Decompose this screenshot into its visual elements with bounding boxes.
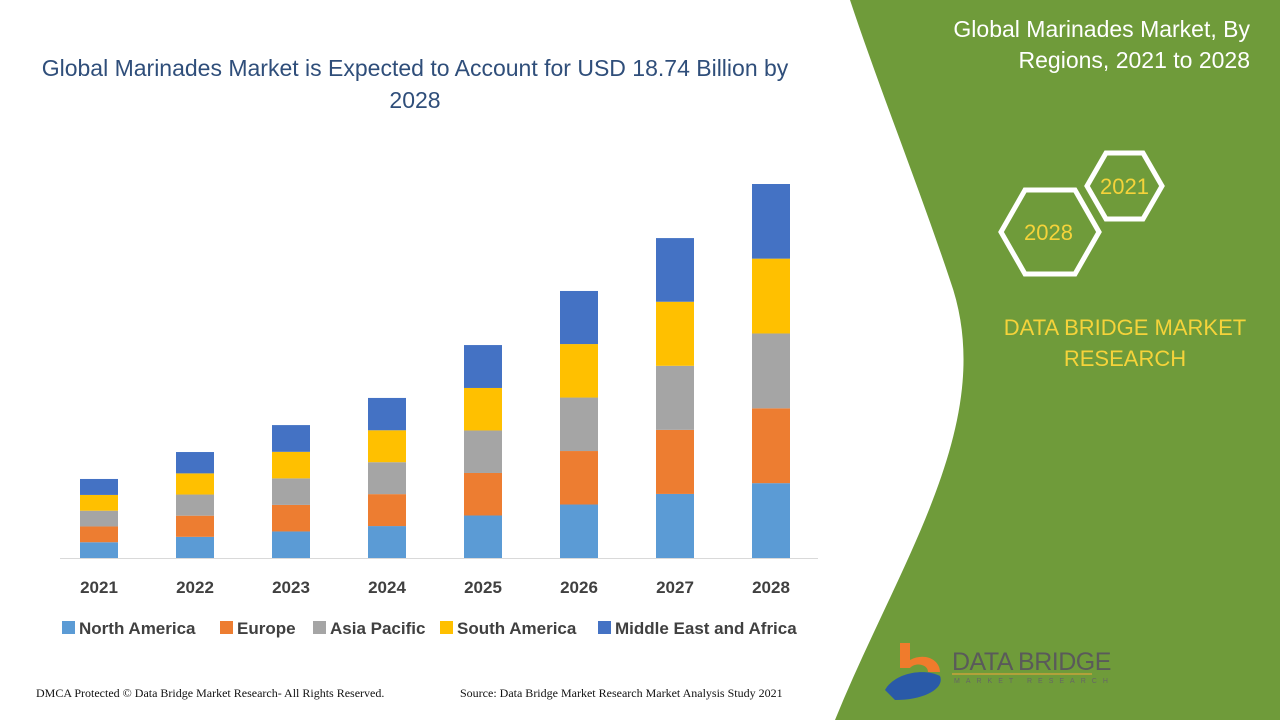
bar-segment-2026-2 bbox=[560, 397, 598, 452]
x-tick-label: 2022 bbox=[176, 578, 214, 597]
source-text: Source: Data Bridge Market Research Mark… bbox=[460, 686, 783, 700]
legend-label: North America bbox=[79, 619, 196, 638]
legend-label: Europe bbox=[237, 619, 296, 638]
copyright-text: DMCA Protected © Data Bridge Market Rese… bbox=[36, 686, 385, 700]
bar-segment-2026-1 bbox=[560, 451, 598, 505]
legend-swatch bbox=[62, 621, 75, 634]
bar-segment-2021-2 bbox=[80, 510, 118, 527]
bar-segment-2022-0 bbox=[176, 536, 214, 558]
hexagon-icon bbox=[998, 187, 1102, 277]
logo-icon bbox=[885, 643, 1092, 700]
bar-segment-2021-4 bbox=[80, 478, 118, 495]
legend-swatch bbox=[598, 621, 611, 634]
bar-segment-2025-0 bbox=[464, 515, 502, 558]
bar-segment-2028-3 bbox=[752, 258, 790, 334]
hex-year-2021: 2021 bbox=[1100, 174, 1149, 199]
bar-segment-2025-2 bbox=[464, 430, 502, 473]
bar-segment-2024-4 bbox=[368, 397, 406, 431]
bar-segment-2022-2 bbox=[176, 494, 214, 516]
bar-segment-2027-0 bbox=[656, 493, 694, 558]
x-tick-label: 2023 bbox=[272, 578, 310, 597]
bar-segment-2025-1 bbox=[464, 472, 502, 516]
x-tick-label: 2025 bbox=[464, 578, 502, 597]
bar-segment-2022-1 bbox=[176, 515, 214, 537]
bar-segment-2027-1 bbox=[656, 429, 694, 494]
x-tick-label: 2028 bbox=[752, 578, 790, 597]
legend-swatch bbox=[313, 621, 326, 634]
bar-segment-2027-4 bbox=[656, 238, 694, 302]
bar-segment-2027-3 bbox=[656, 301, 694, 366]
legend-label: South America bbox=[457, 619, 577, 638]
bar-segment-2028-0 bbox=[752, 483, 790, 558]
bar-segment-2023-2 bbox=[272, 478, 310, 505]
legend-swatch bbox=[220, 621, 233, 634]
legend-label: Middle East and Africa bbox=[615, 619, 797, 638]
green-panel bbox=[835, 0, 1280, 720]
logo-subtext: MARKET RESEARCH bbox=[954, 678, 1114, 685]
bar-segment-2022-4 bbox=[176, 452, 214, 474]
bar-segment-2024-0 bbox=[368, 526, 406, 558]
bar-segment-2027-2 bbox=[656, 365, 694, 430]
bar-segment-2023-1 bbox=[272, 504, 310, 532]
bar-segment-2023-3 bbox=[272, 451, 310, 479]
bar-segment-2022-3 bbox=[176, 473, 214, 495]
bar-segment-2023-0 bbox=[272, 531, 310, 558]
bar-segment-2021-3 bbox=[80, 494, 118, 511]
x-tick-label: 2024 bbox=[368, 578, 406, 597]
bar-segment-2028-2 bbox=[752, 333, 790, 409]
panel-title: Global Marinades Market, By Regions, 202… bbox=[953, 16, 1250, 73]
logo-text: DATA BRIDGE bbox=[952, 648, 1111, 676]
bar-segment-2021-1 bbox=[80, 526, 118, 543]
bar-segment-2026-0 bbox=[560, 504, 598, 558]
legend-label: Asia Pacific bbox=[330, 619, 425, 638]
x-tick-label: 2026 bbox=[560, 578, 598, 597]
hexagon-icon bbox=[1084, 150, 1165, 222]
bar-segment-2026-3 bbox=[560, 344, 598, 398]
bar-segment-2024-2 bbox=[368, 462, 406, 495]
hex-year-2028: 2028 bbox=[1024, 220, 1073, 245]
bar-segment-2026-4 bbox=[560, 290, 598, 345]
x-tick-label: 2021 bbox=[80, 578, 118, 597]
bar-segment-2028-4 bbox=[752, 184, 790, 259]
bar-segment-2025-4 bbox=[464, 345, 502, 388]
brand-text: DATA BRIDGE MARKET RESEARCH bbox=[1003, 315, 1247, 371]
legend-swatch bbox=[440, 621, 453, 634]
bar-segment-2028-1 bbox=[752, 408, 790, 484]
chart-title: Global Marinades Market is Expected to A… bbox=[41, 55, 789, 113]
bar-segment-2021-0 bbox=[80, 542, 118, 558]
bar-segment-2025-3 bbox=[464, 387, 502, 431]
x-tick-label: 2027 bbox=[656, 578, 694, 597]
bar-segment-2024-3 bbox=[368, 430, 406, 463]
bar-segment-2024-1 bbox=[368, 494, 406, 527]
bar-segment-2023-4 bbox=[272, 425, 310, 452]
